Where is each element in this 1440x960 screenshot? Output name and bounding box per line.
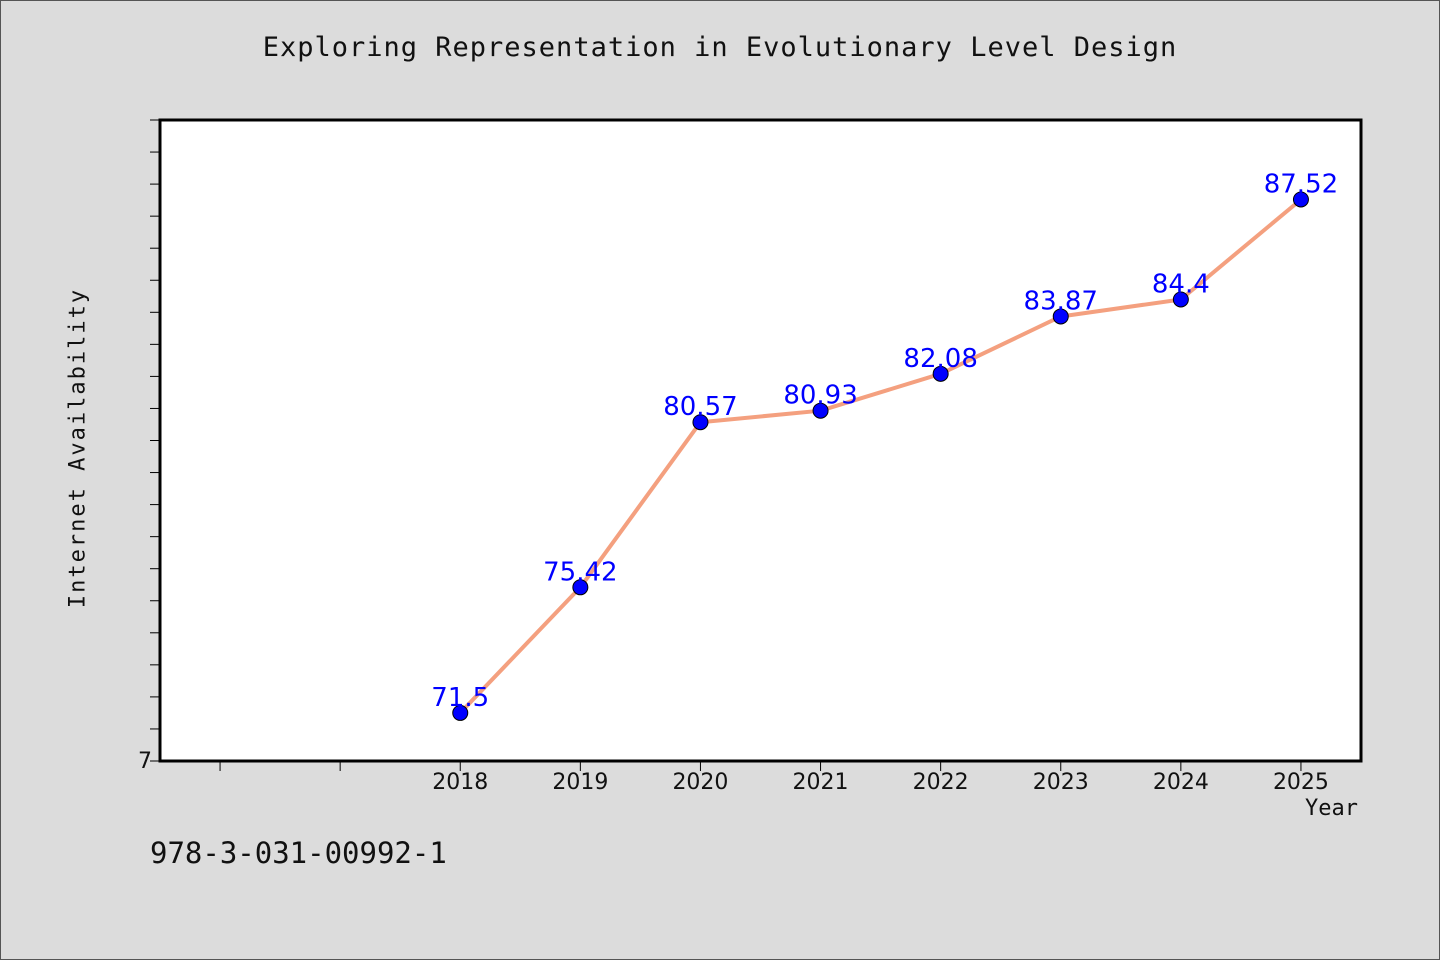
data-label: 84.4: [1152, 269, 1210, 299]
data-point: [812, 402, 829, 419]
x-tick-label: 2023: [1033, 770, 1089, 795]
x-tick-label: 2019: [552, 770, 608, 795]
x-tick-label: 2020: [672, 770, 728, 795]
data-label: 75.42: [543, 557, 617, 587]
x-axis-ticks: 2018 2019 2020 2021 2022 2023 2024 2025: [219, 761, 1329, 795]
data-label: 71.5: [431, 683, 489, 713]
x-tick-label: 2018: [432, 770, 488, 795]
x-tick-label: 2021: [793, 770, 849, 795]
data-label: 83.87: [1024, 286, 1098, 316]
series-line: [458, 197, 1303, 715]
chart-title: Exploring Representation in Evolutionary…: [262, 32, 1178, 63]
y-axis-ticks: 7: [138, 119, 160, 774]
x-axis-title: Year: [1305, 796, 1358, 821]
x-tick-label: 2022: [913, 770, 969, 795]
series-group: 71.5 75.42 80.57 80.93 82.08 83.87 84.4 87.52: [431, 169, 1338, 721]
data-label: 80.93: [783, 381, 857, 411]
isbn-text: 978-3-031-00992-1: [150, 836, 447, 870]
data-point: [1292, 191, 1309, 208]
data-point: [1052, 308, 1069, 325]
x-tick-label: 2024: [1153, 770, 1209, 795]
y-tick-label: 7: [138, 749, 152, 774]
data-point: [452, 704, 469, 721]
data-label: 87.52: [1264, 169, 1338, 199]
data-point: [932, 365, 949, 382]
plot-area: [158, 118, 1363, 763]
x-tick-label: 2025: [1273, 770, 1329, 795]
data-label: 82.08: [903, 344, 977, 374]
data-point: [572, 579, 589, 596]
data-point: [692, 414, 709, 431]
data-point: [1172, 291, 1189, 308]
data-label: 80.57: [663, 392, 737, 422]
